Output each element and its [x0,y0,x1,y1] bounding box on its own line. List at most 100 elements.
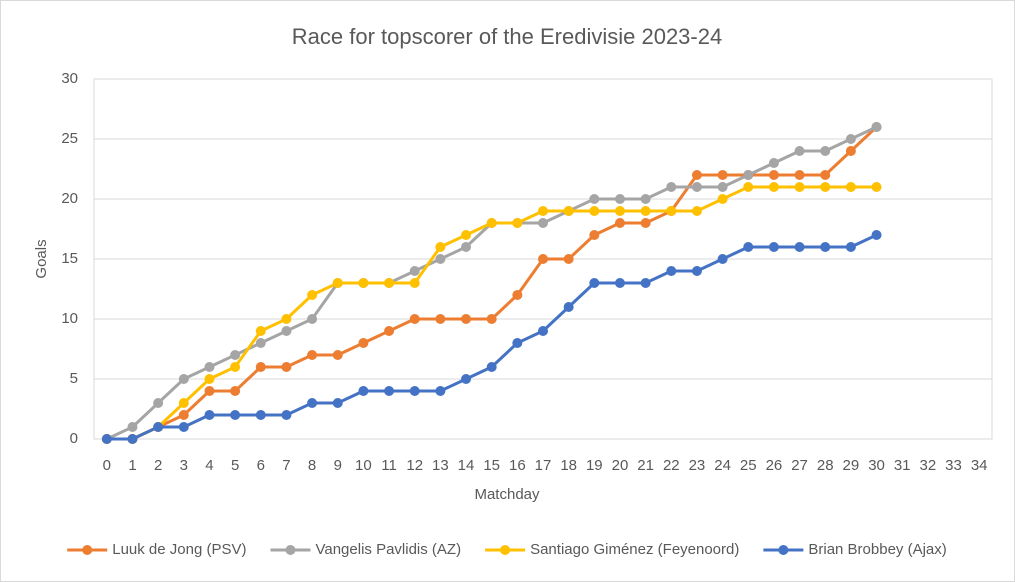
data-point [614,278,625,288]
data-point [204,386,215,396]
data-point [178,422,189,432]
data-point [461,242,472,252]
data-point [614,206,625,216]
data-point [691,170,702,180]
data-point [589,278,600,288]
x-tick-label: 4 [205,457,213,474]
data-point [358,278,369,288]
data-point [230,350,241,360]
data-point [384,326,395,336]
data-point [538,218,548,228]
data-point [255,410,266,420]
data-point [486,218,497,228]
data-point [435,242,446,252]
data-point [307,290,318,300]
data-point [794,170,805,180]
data-point [332,278,343,288]
data-point [307,398,318,408]
data-point [409,278,420,288]
data-point [691,182,702,192]
data-point [153,422,164,432]
data-point [281,362,292,372]
data-point [845,134,856,144]
x-tick-label: 17 [535,457,552,474]
legend-label: Santiago Giménez (Feyenoord) [530,541,739,558]
data-point [768,170,779,180]
x-tick-label: 5 [231,457,239,474]
data-point [281,326,292,336]
x-tick-label: 2 [154,457,162,474]
data-point [358,386,369,396]
x-tick-label: 30 [868,457,885,474]
data-point [717,254,728,264]
data-point [768,158,779,168]
data-point [255,362,266,372]
data-point [563,302,574,312]
data-point [563,254,574,264]
data-point [666,206,677,216]
data-point [332,398,343,408]
x-tick-label: 33 [945,457,962,474]
data-point [409,314,420,324]
data-point [640,218,651,228]
data-point [486,362,497,372]
data-point [230,362,241,372]
legend-marker [82,545,93,555]
legend-label: Vangelis Pavlidis (AZ) [315,541,461,558]
data-point [153,398,164,408]
data-point [717,182,728,192]
data-point [358,338,369,348]
legend-marker [285,545,296,555]
x-tick-label: 32 [920,457,937,474]
chart-title: Race for topscorer of the Eredivisie 202… [292,24,722,49]
data-point [461,230,472,240]
data-point [614,218,625,228]
data-point [178,410,189,420]
legend-marker [778,545,789,555]
x-tick-label: 9 [334,457,342,474]
x-tick-label: 13 [432,457,449,474]
data-point [384,278,395,288]
data-point [178,398,189,408]
legend-item: Brian Brobbey (Ajax) [763,541,947,558]
data-point [717,194,728,204]
data-point [230,410,241,420]
x-tick-label: 15 [483,457,500,474]
data-point [794,242,805,252]
data-point [332,350,343,360]
data-point [281,314,292,324]
x-tick-label: 31 [894,457,911,474]
data-point [691,266,702,276]
x-tick-label: 25 [740,457,757,474]
data-point [101,434,112,444]
data-point [845,242,856,252]
data-point [640,194,651,204]
y-tick-label: 10 [61,310,78,327]
data-point [820,146,831,156]
data-point [794,146,805,156]
x-tick-label: 14 [458,457,475,474]
data-point [307,350,318,360]
data-point [255,326,266,336]
data-point [743,242,754,252]
legend-item: Vangelis Pavlidis (AZ) [270,541,461,558]
x-tick-label: 1 [128,457,136,474]
x-tick-label: 16 [509,457,526,474]
x-tick-label: 12 [406,457,423,474]
data-point [820,182,831,192]
x-tick-label: 34 [971,457,988,474]
x-tick-label: 8 [308,457,316,474]
x-tick-label: 20 [612,457,629,474]
x-tick-label: 6 [257,457,265,474]
x-tick-label: 3 [180,457,188,474]
data-point [409,266,420,276]
x-tick-label: 27 [791,457,808,474]
data-point [204,410,215,420]
data-point [538,206,548,216]
data-point [563,206,574,216]
data-point [512,218,523,228]
data-point [717,170,728,180]
data-point [461,314,472,324]
